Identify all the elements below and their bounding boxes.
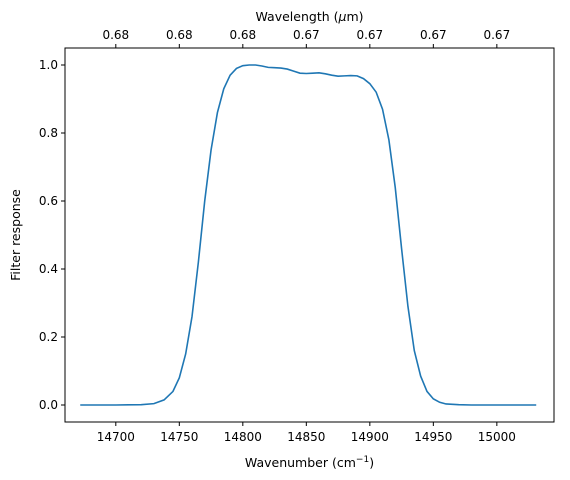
x-axis-label: Wavenumber (cm−1): [245, 455, 374, 470]
y-tick-label: 0.4: [39, 262, 58, 276]
x-tick-label: 14900: [351, 430, 389, 444]
top-tick-label: 0.68: [229, 28, 256, 42]
top-tick-label: 0.68: [102, 28, 129, 42]
top-tick-label: 0.67: [420, 28, 447, 42]
y-axis-label: Filter response: [8, 189, 23, 281]
y-axis: 0.0 0.2 0.4 0.6 0.8 1.0: [39, 58, 65, 412]
x-tick-label: 14700: [97, 430, 135, 444]
x-tick-label: 14850: [287, 430, 325, 444]
x-tick-label: 15000: [478, 430, 516, 444]
top-tick-label: 0.67: [293, 28, 320, 42]
x-tick-label: 14750: [160, 430, 198, 444]
y-tick-label: 0.2: [39, 330, 58, 344]
y-tick-label: 0.6: [39, 194, 58, 208]
top-tick-label: 0.67: [483, 28, 510, 42]
bottom-x-axis: 14700 14750 14800 14850 14900 14950 15000: [97, 422, 516, 444]
x-tick-label: 14800: [224, 430, 262, 444]
y-tick-label: 0.8: [39, 126, 58, 140]
top-tick-label: 0.68: [166, 28, 193, 42]
plot-area: [80, 64, 537, 406]
top-x-axis: 0.68 0.68 0.68 0.67 0.67 0.67 0.67: [102, 28, 510, 48]
top-x-axis-label: Wavelength (μm): [255, 9, 363, 24]
x-tick-label: 14950: [414, 430, 452, 444]
y-tick-label: 0.0: [39, 398, 58, 412]
top-tick-label: 0.67: [356, 28, 383, 42]
y-tick-label: 1.0: [39, 58, 58, 72]
series-line-0: [80, 64, 537, 406]
axes-frame: [64, 47, 555, 423]
